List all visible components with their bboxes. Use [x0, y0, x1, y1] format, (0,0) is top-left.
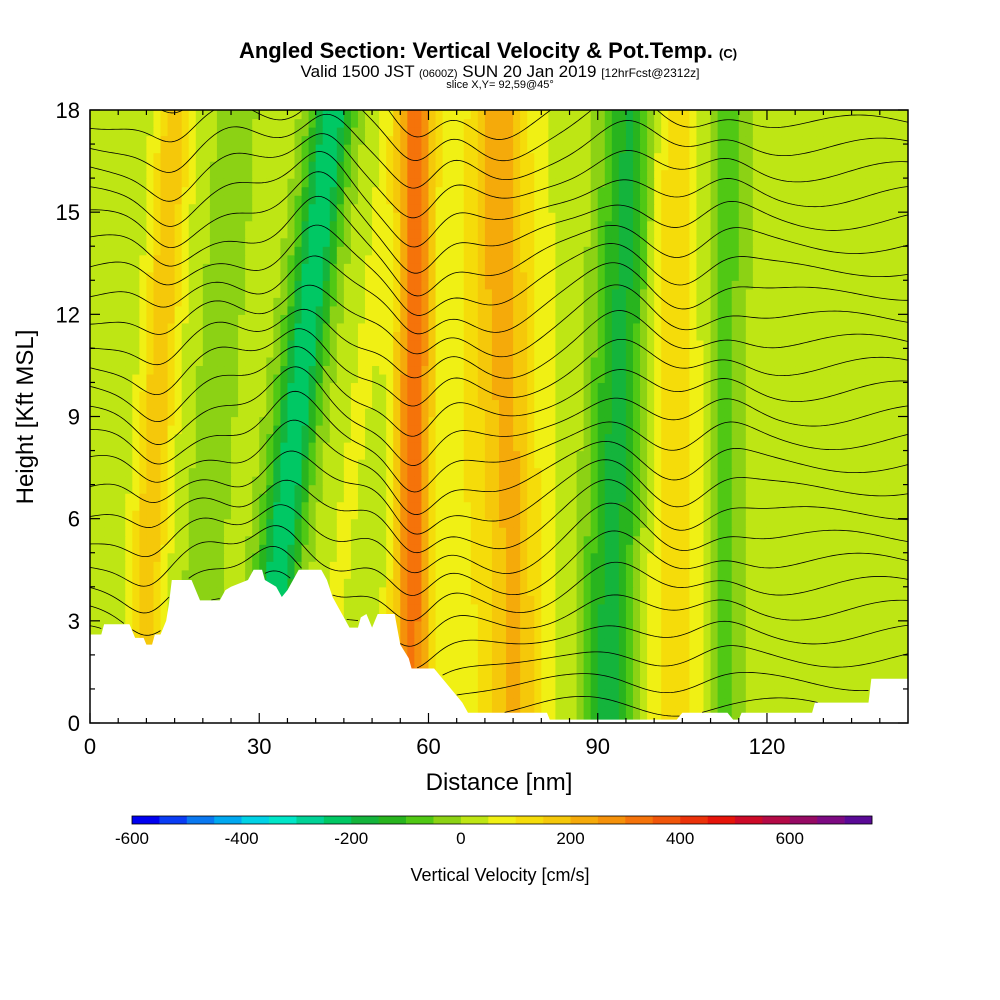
title-mark: (C) — [719, 46, 737, 61]
colorbar-swatch — [460, 816, 489, 824]
y-tick-label: 6 — [68, 507, 80, 532]
theta-contour-line — [90, 255, 908, 335]
theta-contour-line — [90, 502, 908, 574]
colorbar-swatch — [844, 816, 873, 824]
theta-contour-line — [90, 479, 908, 554]
theta-contour-line — [90, 284, 908, 358]
terrain-mask — [90, 569, 908, 723]
theta-contour-line — [90, 133, 908, 219]
y-axis-title: Height [Kft MSL] — [12, 330, 39, 505]
colorbar-swatch — [269, 816, 297, 824]
colorbar-swatch — [351, 816, 379, 824]
colorbar-tick-label: -400 — [225, 829, 259, 848]
colorbar-swatch — [132, 816, 160, 824]
colorbar-swatch — [570, 816, 599, 824]
theta-contour-line — [90, 195, 908, 297]
colorbar-swatch — [323, 816, 352, 824]
x-axis-title: Distance [nm] — [426, 769, 573, 796]
colorbar-swatch — [296, 816, 325, 824]
colorbar-tick-label: -200 — [334, 829, 368, 848]
y-tick-label: 0 — [68, 711, 80, 736]
colorbar-tick-label: 0 — [456, 829, 465, 848]
y-tick-label: 15 — [56, 200, 80, 225]
theta-contour-line — [90, 110, 908, 162]
theta-contour-line — [90, 171, 908, 274]
x-tick-label: 120 — [749, 734, 786, 759]
colorbar-swatch — [597, 816, 626, 824]
colorbar-swatch — [734, 816, 763, 824]
colorbar-tick-label: 600 — [776, 829, 804, 848]
theta-contour-line — [90, 570, 908, 647]
x-tick-label: 60 — [416, 734, 440, 759]
colorbar-swatch — [406, 816, 434, 824]
colorbar-swatch — [241, 816, 270, 824]
colorbar-swatch — [625, 816, 654, 824]
colorbar-swatch — [680, 816, 708, 824]
theta-contour-line — [90, 151, 908, 248]
x-tick-label: 30 — [247, 734, 271, 759]
theta-contour-line — [504, 696, 818, 717]
colorbar-swatch — [186, 816, 215, 824]
axis-ticks — [89, 109, 908, 724]
chart-subtitle: Valid 1500 JST (0600Z) SUN 20 Jan 2019 [… — [301, 62, 700, 81]
colorbar-swatch — [515, 816, 544, 824]
chart-subtitle-slice: slice X,Y= 92,59@45° — [446, 79, 554, 91]
chart-title: Angled Section: Vertical Velocity & Pot.… — [239, 38, 737, 63]
theta-contour-line — [90, 545, 908, 622]
theta-contour-line — [90, 224, 908, 316]
x-tick-label: 90 — [585, 734, 609, 759]
colorbar-tick-label: 200 — [556, 829, 584, 848]
colorbar-swatch — [378, 816, 407, 824]
colorbar-swatch — [789, 816, 818, 824]
colorbar-tick-labels: -600 -400 -200 0 200 400 600 — [115, 829, 804, 848]
colorbar-tick-label: 400 — [666, 829, 694, 848]
colorbar-swatch — [762, 816, 791, 824]
colorbar-swatch — [707, 816, 736, 824]
colorbar-swatch — [543, 816, 571, 824]
y-tick-label: 3 — [68, 609, 80, 634]
colorbar-swatch — [652, 816, 681, 824]
potential-temperature-contours — [90, 110, 908, 717]
colorbar-tick-label: -600 — [115, 829, 149, 848]
theta-contour-line — [90, 366, 908, 466]
theta-contour-line — [456, 671, 869, 696]
colorbar-swatch — [433, 816, 462, 824]
colorbar-title: Vertical Velocity [cm/s] — [410, 865, 589, 885]
theta-contour-line — [90, 419, 908, 515]
theta-contour-line — [90, 328, 908, 407]
theta-contour-line — [90, 620, 908, 669]
axis-tick-labels: 0 30 60 90 120 0 3 6 9 12 15 18 — [56, 98, 786, 759]
theta-contour-line — [90, 390, 908, 493]
y-tick-label: 9 — [68, 405, 80, 430]
colorbar-swatch — [817, 816, 845, 824]
y-tick-label: 12 — [56, 302, 80, 327]
theta-contour-line — [442, 645, 908, 676]
theta-contour-line — [90, 113, 908, 189]
colorbar — [131, 815, 873, 825]
theta-contour-line — [90, 346, 908, 437]
x-tick-label: 0 — [84, 734, 96, 759]
theta-contour-line — [90, 525, 908, 596]
theta-contour-line — [160, 110, 552, 140]
colorbar-swatch — [214, 816, 242, 824]
theta-contour-line — [90, 450, 908, 535]
theta-contour-line — [90, 308, 908, 379]
y-tick-label: 18 — [56, 98, 80, 123]
colorbar-frame — [131, 815, 873, 825]
colorbar-swatch — [488, 816, 517, 824]
colorbar-swatch — [159, 816, 188, 824]
